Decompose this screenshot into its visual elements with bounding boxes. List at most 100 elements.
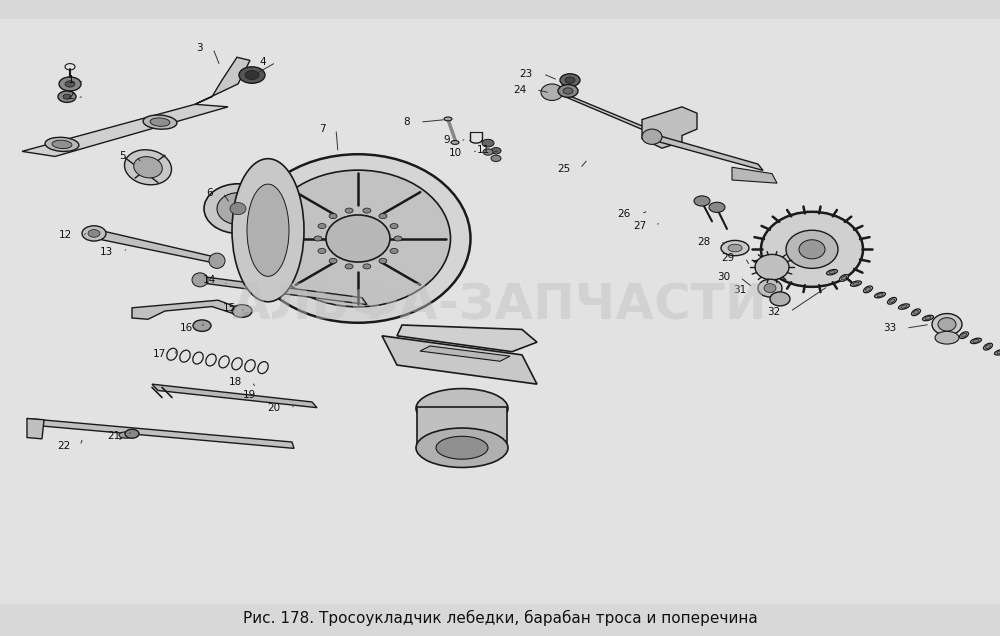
Text: 7: 7 [319, 124, 326, 134]
Text: 28: 28 [697, 237, 710, 247]
Text: 13: 13 [100, 247, 113, 257]
Circle shape [318, 249, 326, 254]
Ellipse shape [925, 317, 931, 319]
Ellipse shape [143, 115, 177, 129]
Text: 25: 25 [557, 163, 570, 174]
Ellipse shape [827, 270, 837, 275]
Text: 1: 1 [67, 75, 74, 85]
Text: 8: 8 [403, 117, 410, 127]
Ellipse shape [899, 304, 909, 309]
Ellipse shape [246, 154, 471, 322]
Circle shape [709, 202, 725, 212]
Circle shape [491, 148, 501, 154]
Ellipse shape [416, 389, 508, 428]
Polygon shape [397, 325, 537, 352]
Circle shape [483, 149, 493, 155]
Polygon shape [198, 276, 367, 305]
Ellipse shape [134, 156, 162, 178]
Text: 19: 19 [243, 390, 256, 400]
Circle shape [563, 88, 573, 94]
Circle shape [329, 214, 337, 219]
Text: 15: 15 [223, 303, 236, 314]
Circle shape [694, 196, 710, 206]
Ellipse shape [45, 137, 79, 151]
Text: 23: 23 [520, 69, 533, 79]
Circle shape [88, 230, 100, 237]
Ellipse shape [875, 293, 885, 298]
Ellipse shape [204, 184, 272, 233]
Text: 2: 2 [67, 91, 74, 101]
Ellipse shape [912, 309, 920, 315]
Text: 24: 24 [513, 85, 526, 95]
Circle shape [232, 305, 252, 317]
Ellipse shape [755, 254, 789, 280]
Text: 16: 16 [180, 323, 193, 333]
Text: 5: 5 [119, 151, 126, 162]
Text: 31: 31 [733, 285, 746, 295]
Polygon shape [732, 167, 777, 183]
Text: 11: 11 [477, 145, 490, 155]
Polygon shape [27, 418, 294, 448]
Ellipse shape [841, 276, 847, 280]
Ellipse shape [947, 327, 957, 332]
Ellipse shape [326, 215, 390, 262]
Ellipse shape [853, 282, 859, 285]
Ellipse shape [124, 149, 172, 185]
Ellipse shape [436, 436, 488, 459]
Text: 26: 26 [618, 209, 631, 219]
Ellipse shape [971, 338, 981, 343]
Circle shape [363, 264, 371, 269]
Text: 21: 21 [107, 431, 120, 441]
Ellipse shape [247, 184, 289, 276]
Ellipse shape [642, 129, 662, 144]
Ellipse shape [230, 202, 246, 214]
Polygon shape [647, 132, 763, 170]
Polygon shape [420, 346, 510, 361]
Text: 17: 17 [153, 349, 166, 359]
Ellipse shape [937, 322, 943, 326]
Ellipse shape [786, 230, 838, 268]
Ellipse shape [232, 158, 304, 301]
Circle shape [58, 91, 76, 102]
Polygon shape [382, 336, 537, 384]
Circle shape [363, 208, 371, 213]
Polygon shape [417, 407, 507, 448]
Ellipse shape [192, 273, 208, 287]
Circle shape [329, 258, 337, 263]
Ellipse shape [935, 331, 959, 344]
Ellipse shape [758, 279, 782, 297]
Ellipse shape [932, 314, 962, 335]
Text: 18: 18 [229, 377, 242, 387]
Circle shape [560, 74, 580, 86]
Circle shape [379, 258, 387, 263]
Ellipse shape [936, 321, 944, 327]
Text: 6: 6 [206, 188, 213, 198]
Circle shape [125, 429, 139, 438]
Ellipse shape [984, 343, 992, 350]
Polygon shape [550, 88, 652, 134]
Circle shape [59, 77, 81, 91]
Circle shape [345, 208, 353, 213]
Ellipse shape [864, 286, 872, 293]
Polygon shape [195, 57, 250, 104]
Ellipse shape [829, 271, 835, 273]
Circle shape [565, 77, 575, 83]
Ellipse shape [451, 141, 459, 144]
Ellipse shape [761, 212, 863, 287]
Text: 9: 9 [443, 135, 450, 145]
Ellipse shape [997, 351, 1000, 354]
Circle shape [482, 139, 494, 147]
Ellipse shape [209, 253, 225, 268]
Ellipse shape [961, 333, 967, 337]
Ellipse shape [901, 305, 907, 308]
Text: 14: 14 [203, 275, 216, 286]
Ellipse shape [266, 170, 450, 307]
Ellipse shape [960, 332, 968, 338]
Circle shape [193, 320, 211, 331]
Text: 27: 27 [633, 221, 646, 232]
Ellipse shape [217, 193, 259, 225]
Circle shape [314, 236, 322, 241]
Ellipse shape [851, 281, 861, 286]
Ellipse shape [119, 432, 133, 438]
Text: 3: 3 [196, 43, 203, 53]
